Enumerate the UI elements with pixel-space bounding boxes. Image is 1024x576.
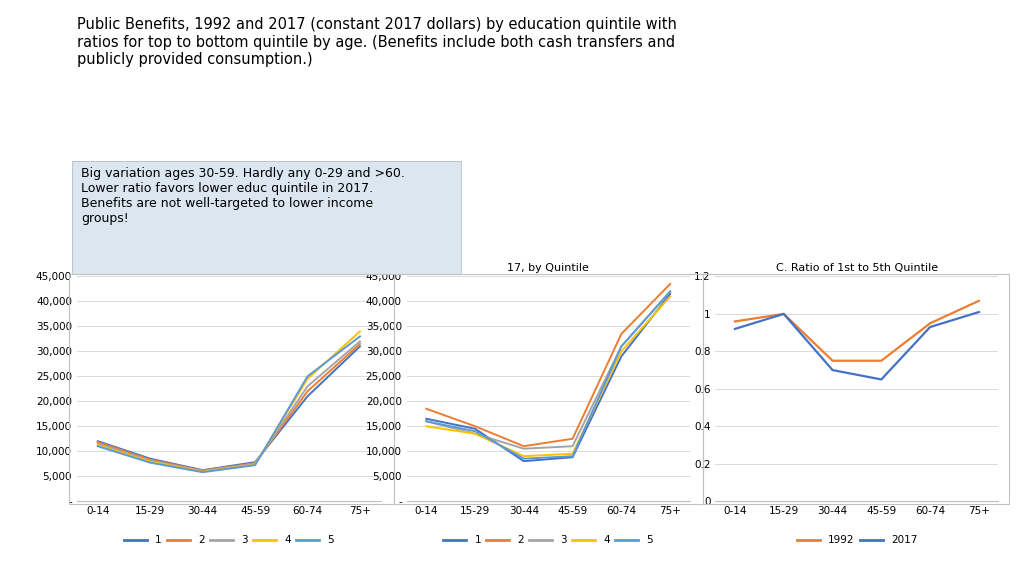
1992 bbox=[973, 297, 985, 304]
1992 bbox=[876, 357, 888, 364]
Legend: 1992, 2017: 1992, 2017 bbox=[797, 535, 918, 545]
1992 bbox=[826, 357, 839, 364]
Line: 1992: 1992 bbox=[735, 301, 979, 361]
Legend: 1, 2, 3, 4, 5: 1, 2, 3, 4, 5 bbox=[124, 535, 334, 545]
2017 bbox=[924, 324, 936, 331]
2017 bbox=[729, 325, 741, 332]
Legend: 1, 2, 3, 4, 5: 1, 2, 3, 4, 5 bbox=[443, 535, 653, 545]
1992 bbox=[924, 320, 936, 327]
2017 bbox=[973, 309, 985, 316]
2017 bbox=[777, 310, 790, 317]
Text: Public Benefits, 1992 and 2017 (constant 2017 dollars) by education quintile wit: Public Benefits, 1992 and 2017 (constant… bbox=[77, 17, 677, 67]
1992 bbox=[777, 310, 790, 317]
2017 bbox=[876, 376, 888, 383]
Line: 2017: 2017 bbox=[735, 312, 979, 380]
2017 bbox=[826, 367, 839, 374]
Title: 17, by Quintile: 17, by Quintile bbox=[507, 263, 589, 273]
Title: C. Ratio of 1st to 5th Quintile: C. Ratio of 1st to 5th Quintile bbox=[776, 263, 938, 273]
1992 bbox=[729, 318, 741, 325]
Text: Big variation ages 30-59. Hardly any 0-29 and >60.
Lower ratio favors lower educ: Big variation ages 30-59. Hardly any 0-2… bbox=[81, 167, 406, 225]
